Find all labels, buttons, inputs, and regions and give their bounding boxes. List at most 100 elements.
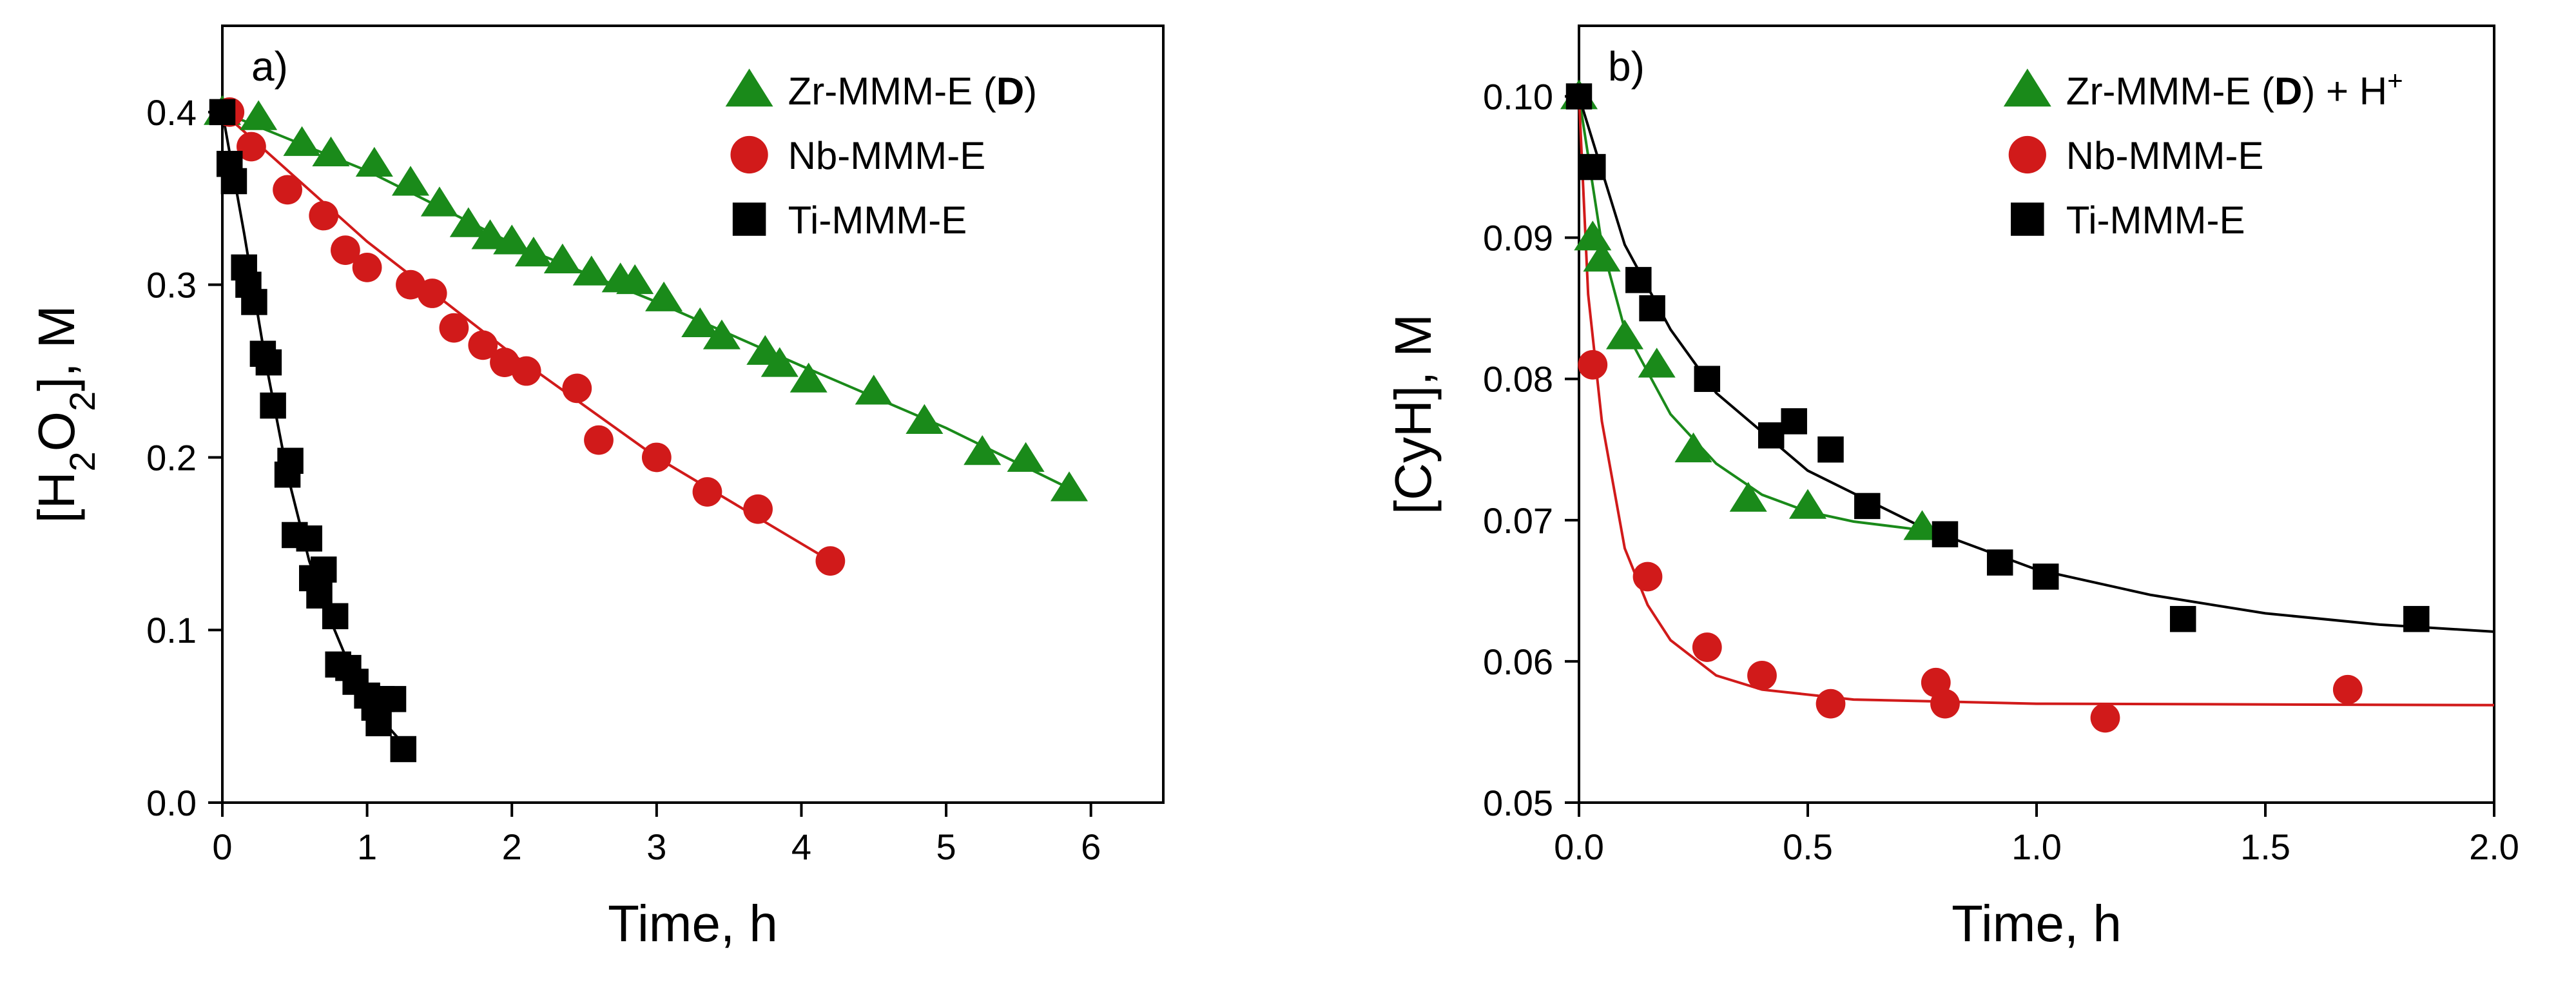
data-point (283, 126, 321, 156)
fit-line (1578, 95, 2495, 633)
legend-label: Zr-MMM-E (D) (788, 70, 1038, 113)
legend-label: Nb-MMM-E (788, 134, 986, 177)
data-point (309, 200, 339, 231)
data-point (493, 224, 531, 255)
y-tick-label: 0.08 (1483, 359, 1553, 400)
data-point (240, 100, 278, 130)
data-point (1694, 366, 1721, 392)
data-point (1674, 432, 1712, 463)
data-point (1854, 493, 1881, 520)
data-point (273, 175, 302, 205)
data-point (815, 546, 846, 576)
x-tick-label: 2 (502, 826, 522, 867)
legend-label: Ti-MMM-E (788, 199, 967, 242)
legend-label: Ti-MMM-E (2066, 199, 2245, 242)
data-point (743, 494, 773, 524)
y-tick-label: 0.10 (1483, 77, 1553, 117)
data-point (260, 392, 286, 419)
data-point (2169, 605, 2196, 632)
panel-label: b) (1608, 43, 1645, 90)
x-axis-label: Time, h (608, 895, 778, 952)
data-point (1625, 267, 1652, 293)
x-tick-label: 3 (646, 826, 666, 867)
data-point (322, 603, 349, 630)
plot-frame (221, 24, 1165, 804)
data-point (312, 136, 350, 166)
y-axis-label: [CyH], M (1384, 314, 1442, 514)
data-point (511, 356, 541, 386)
data-point (255, 349, 282, 376)
data-point (692, 477, 722, 507)
data-point (417, 279, 447, 308)
data-point (1007, 442, 1045, 472)
data-point (391, 166, 430, 196)
data-point (1729, 482, 1767, 512)
y-tick-label: 0.3 (146, 265, 197, 306)
y-tick-label: 0.0 (146, 783, 197, 823)
data-point (449, 207, 487, 237)
data-point (365, 710, 392, 737)
x-tick-label: 1.0 (2011, 826, 2062, 867)
data-point (471, 219, 509, 249)
legend-marker (2011, 202, 2044, 236)
legend-marker (2008, 135, 2046, 174)
data-point (562, 373, 592, 404)
data-point (439, 313, 469, 343)
x-tick-label: 1 (357, 826, 377, 867)
data-point (420, 186, 458, 217)
data-point (331, 235, 360, 265)
data-point (584, 425, 614, 455)
y-tick-label: 0.1 (146, 610, 197, 650)
data-point (1986, 549, 2013, 576)
data-point (1632, 562, 1663, 592)
data-point (352, 253, 382, 282)
panel-b-chart: 0.0 0.5 1.0 1.5 2.0 0.05 0.06 0.07 0.08 0.09 0.10 T… (1384, 24, 2519, 952)
x-tick-label: 0.5 (1783, 826, 1833, 867)
legend-marker (2003, 68, 2051, 107)
data-point (1932, 521, 1959, 547)
x-tick-label: 6 (1081, 826, 1101, 867)
panel-a-chart: 0 1 2 3 4 5 6 0.0 0.1 0.2 0.3 0.4 Time, h [H2O2], M a)… (28, 24, 1165, 952)
data-point (1565, 83, 1593, 110)
data-point (241, 289, 267, 315)
fit-line (1578, 96, 2495, 707)
x-tick-label: 0 (212, 826, 232, 867)
data-point (572, 255, 610, 286)
legend-marker (732, 202, 766, 236)
data-point (2032, 563, 2059, 590)
data-point (1817, 436, 1844, 463)
data-point (355, 146, 393, 177)
data-point (1747, 660, 1777, 690)
legend-marker (725, 68, 773, 107)
data-point (1050, 471, 1089, 502)
data-point (1758, 422, 1785, 449)
data-point (543, 243, 581, 273)
legend-label: Nb-MMM-E (2066, 134, 2264, 177)
data-point (1578, 349, 1608, 380)
data-point (1583, 242, 1621, 272)
data-point (616, 264, 654, 295)
data-point (905, 404, 944, 435)
data-point (380, 686, 407, 712)
data-point (277, 447, 304, 474)
x-tick-label: 4 (791, 826, 811, 867)
data-point (1781, 408, 1807, 435)
y-tick-label: 0.2 (146, 437, 197, 478)
data-point (1903, 510, 1941, 540)
y-tick-label: 0.05 (1483, 783, 1553, 823)
data-point (641, 442, 672, 473)
data-point (645, 281, 683, 311)
data-point (2403, 605, 2430, 632)
y-tick-label: 0.07 (1483, 500, 1553, 541)
data-point (2332, 674, 2363, 705)
data-point (789, 362, 828, 393)
y-tick-label: 0.09 (1483, 218, 1553, 259)
data-point (1580, 153, 1606, 181)
data-point (1692, 632, 1722, 662)
data-point (1816, 689, 1846, 719)
data-point (855, 375, 893, 405)
data-point (237, 132, 266, 162)
data-point (390, 736, 417, 763)
data-point (964, 435, 1002, 465)
